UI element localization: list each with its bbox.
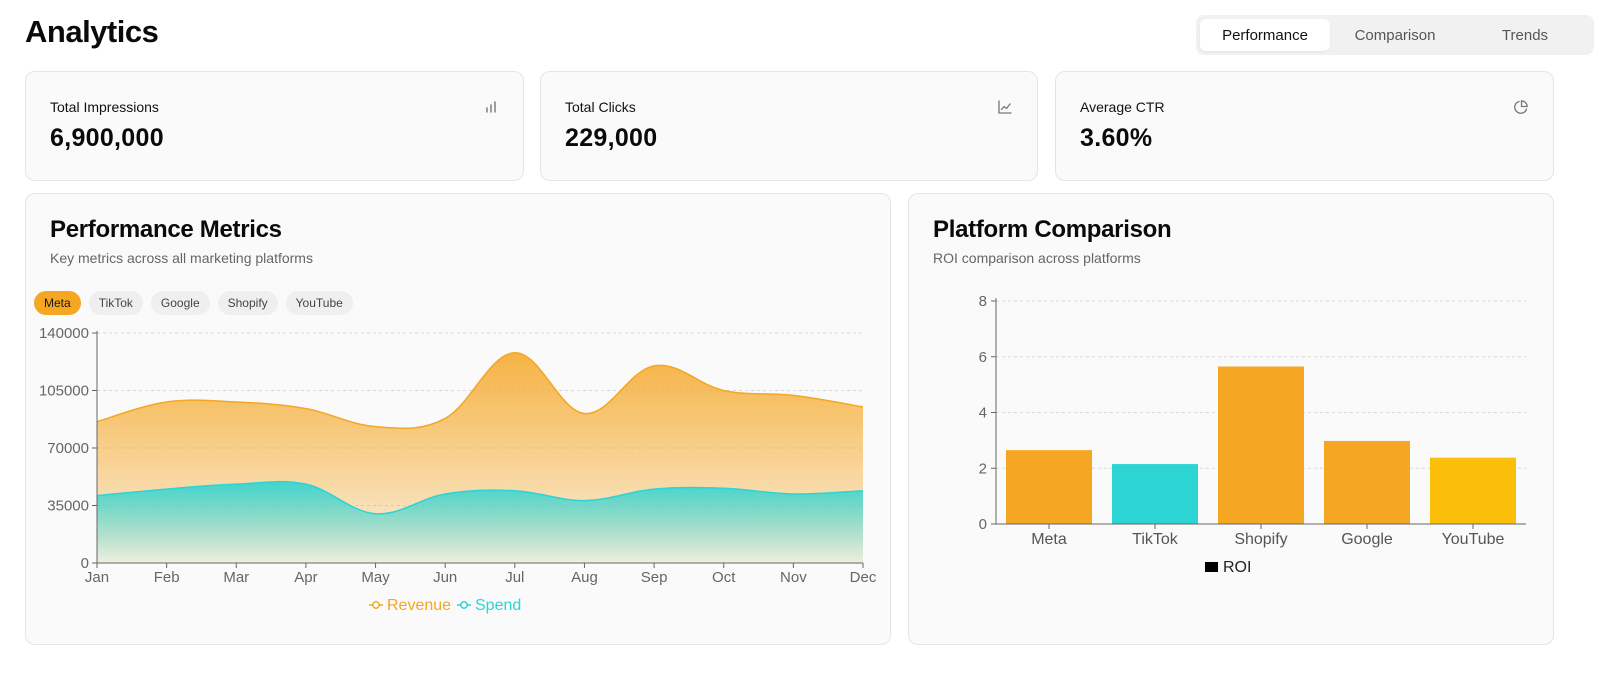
panel-title: Performance Metrics — [50, 216, 282, 243]
panel-title: Platform Comparison — [933, 216, 1172, 243]
stat-card-impressions: Total Impressions 6,900,000 — [25, 71, 524, 181]
x-tick-label: Oct — [712, 569, 736, 586]
y-tick-label: 0 — [979, 516, 987, 533]
platform-pill-tiktok[interactable]: TikTok — [88, 291, 143, 315]
series-line-spend — [96, 480, 864, 515]
x-tick-label: Shopify — [1234, 531, 1287, 548]
platform-filter: Meta TikTok Google Shopify YouTube — [34, 291, 353, 315]
stat-card-ctr: Average CTR 3.60% — [1055, 71, 1554, 181]
x-tick-label: Meta — [1031, 531, 1067, 548]
performance-panel: Performance Metrics Key metrics across a… — [25, 193, 891, 645]
platform-pill-google[interactable]: Google — [150, 291, 210, 315]
y-tick-label: 35000 — [47, 498, 89, 515]
x-tick-label: Dec — [850, 569, 877, 586]
y-tick-label: 4 — [979, 405, 987, 422]
panel-subtitle: Key metrics across all marketing platfor… — [50, 250, 313, 266]
series-line-revenue — [96, 351, 864, 430]
performance-area-chart: 0 35000 70000 105000 140000 Jan Feb Mar Apr May Ju… — [39, 325, 877, 614]
x-tick-label: Jun — [433, 569, 457, 586]
legend-label-roi: ROI — [1223, 559, 1251, 576]
stat-label: Average CTR — [1080, 99, 1165, 115]
y-tick-label: 6 — [979, 349, 987, 366]
platform-pill-meta[interactable]: Meta — [34, 291, 81, 315]
bar-youtube — [1430, 457, 1516, 524]
x-tick-label: Apr — [294, 569, 317, 586]
stat-label: Total Impressions — [50, 99, 159, 115]
x-tick-label: TikTok — [1132, 531, 1179, 548]
tab-comparison[interactable]: Comparison — [1354, 26, 1436, 44]
tab-trends[interactable]: Trends — [1501, 26, 1549, 44]
x-tick-label: Jul — [505, 569, 524, 586]
y-tick-label: 2 — [979, 460, 987, 477]
x-tick-label: Feb — [154, 569, 180, 586]
legend-marker — [460, 601, 468, 609]
y-tick-label: 140000 — [39, 325, 89, 342]
comparison-panel: Platform Comparison ROI comparison acros… — [908, 193, 1554, 645]
legend-label-revenue: Revenue — [387, 597, 451, 614]
legend-marker — [372, 601, 380, 609]
bar-tiktok — [1112, 464, 1198, 524]
x-tick-label: May — [361, 569, 390, 586]
view-tabs: Performance Comparison Trends — [1196, 15, 1594, 55]
legend-swatch — [1205, 562, 1218, 572]
pie-chart-icon — [1514, 100, 1528, 114]
platform-pill-shopify[interactable]: Shopify — [217, 291, 278, 315]
roi-bar-chart: 0 2 4 6 8 Meta TikTok Shopify Google YouTube ROI — [979, 293, 1526, 576]
y-tick-label: 70000 — [47, 440, 89, 457]
y-tick-label: 105000 — [39, 383, 89, 400]
x-tick-label: Sep — [641, 569, 668, 586]
line-chart-icon — [998, 100, 1012, 114]
y-tick-label: 0 — [81, 555, 89, 572]
tab-performance[interactable]: Performance — [1200, 19, 1330, 51]
x-tick-label: YouTube — [1442, 531, 1505, 548]
x-tick-label: Google — [1341, 531, 1393, 548]
stat-value: 3.60% — [1080, 124, 1153, 152]
bar-meta — [1006, 450, 1092, 524]
x-tick-label: Mar — [223, 569, 249, 586]
stat-label: Total Clicks — [565, 99, 636, 115]
bar-shopify — [1218, 366, 1304, 524]
x-tick-label: Jan — [85, 569, 109, 586]
legend-label-spend: Spend — [475, 597, 521, 614]
panel-subtitle: ROI comparison across platforms — [933, 250, 1141, 266]
page-title: Analytics — [25, 14, 159, 49]
x-tick-label: Aug — [571, 569, 598, 586]
stat-card-clicks: Total Clicks 229,000 — [540, 71, 1038, 181]
x-tick-label: Nov — [780, 569, 807, 586]
stat-value: 229,000 — [565, 124, 658, 152]
bar-chart-icon — [486, 101, 496, 113]
stat-value: 6,900,000 — [50, 124, 164, 152]
y-tick-label: 8 — [979, 293, 987, 310]
platform-pill-youtube[interactable]: YouTube — [285, 291, 353, 315]
bar-google — [1324, 440, 1410, 524]
series-area-spend — [97, 481, 863, 563]
